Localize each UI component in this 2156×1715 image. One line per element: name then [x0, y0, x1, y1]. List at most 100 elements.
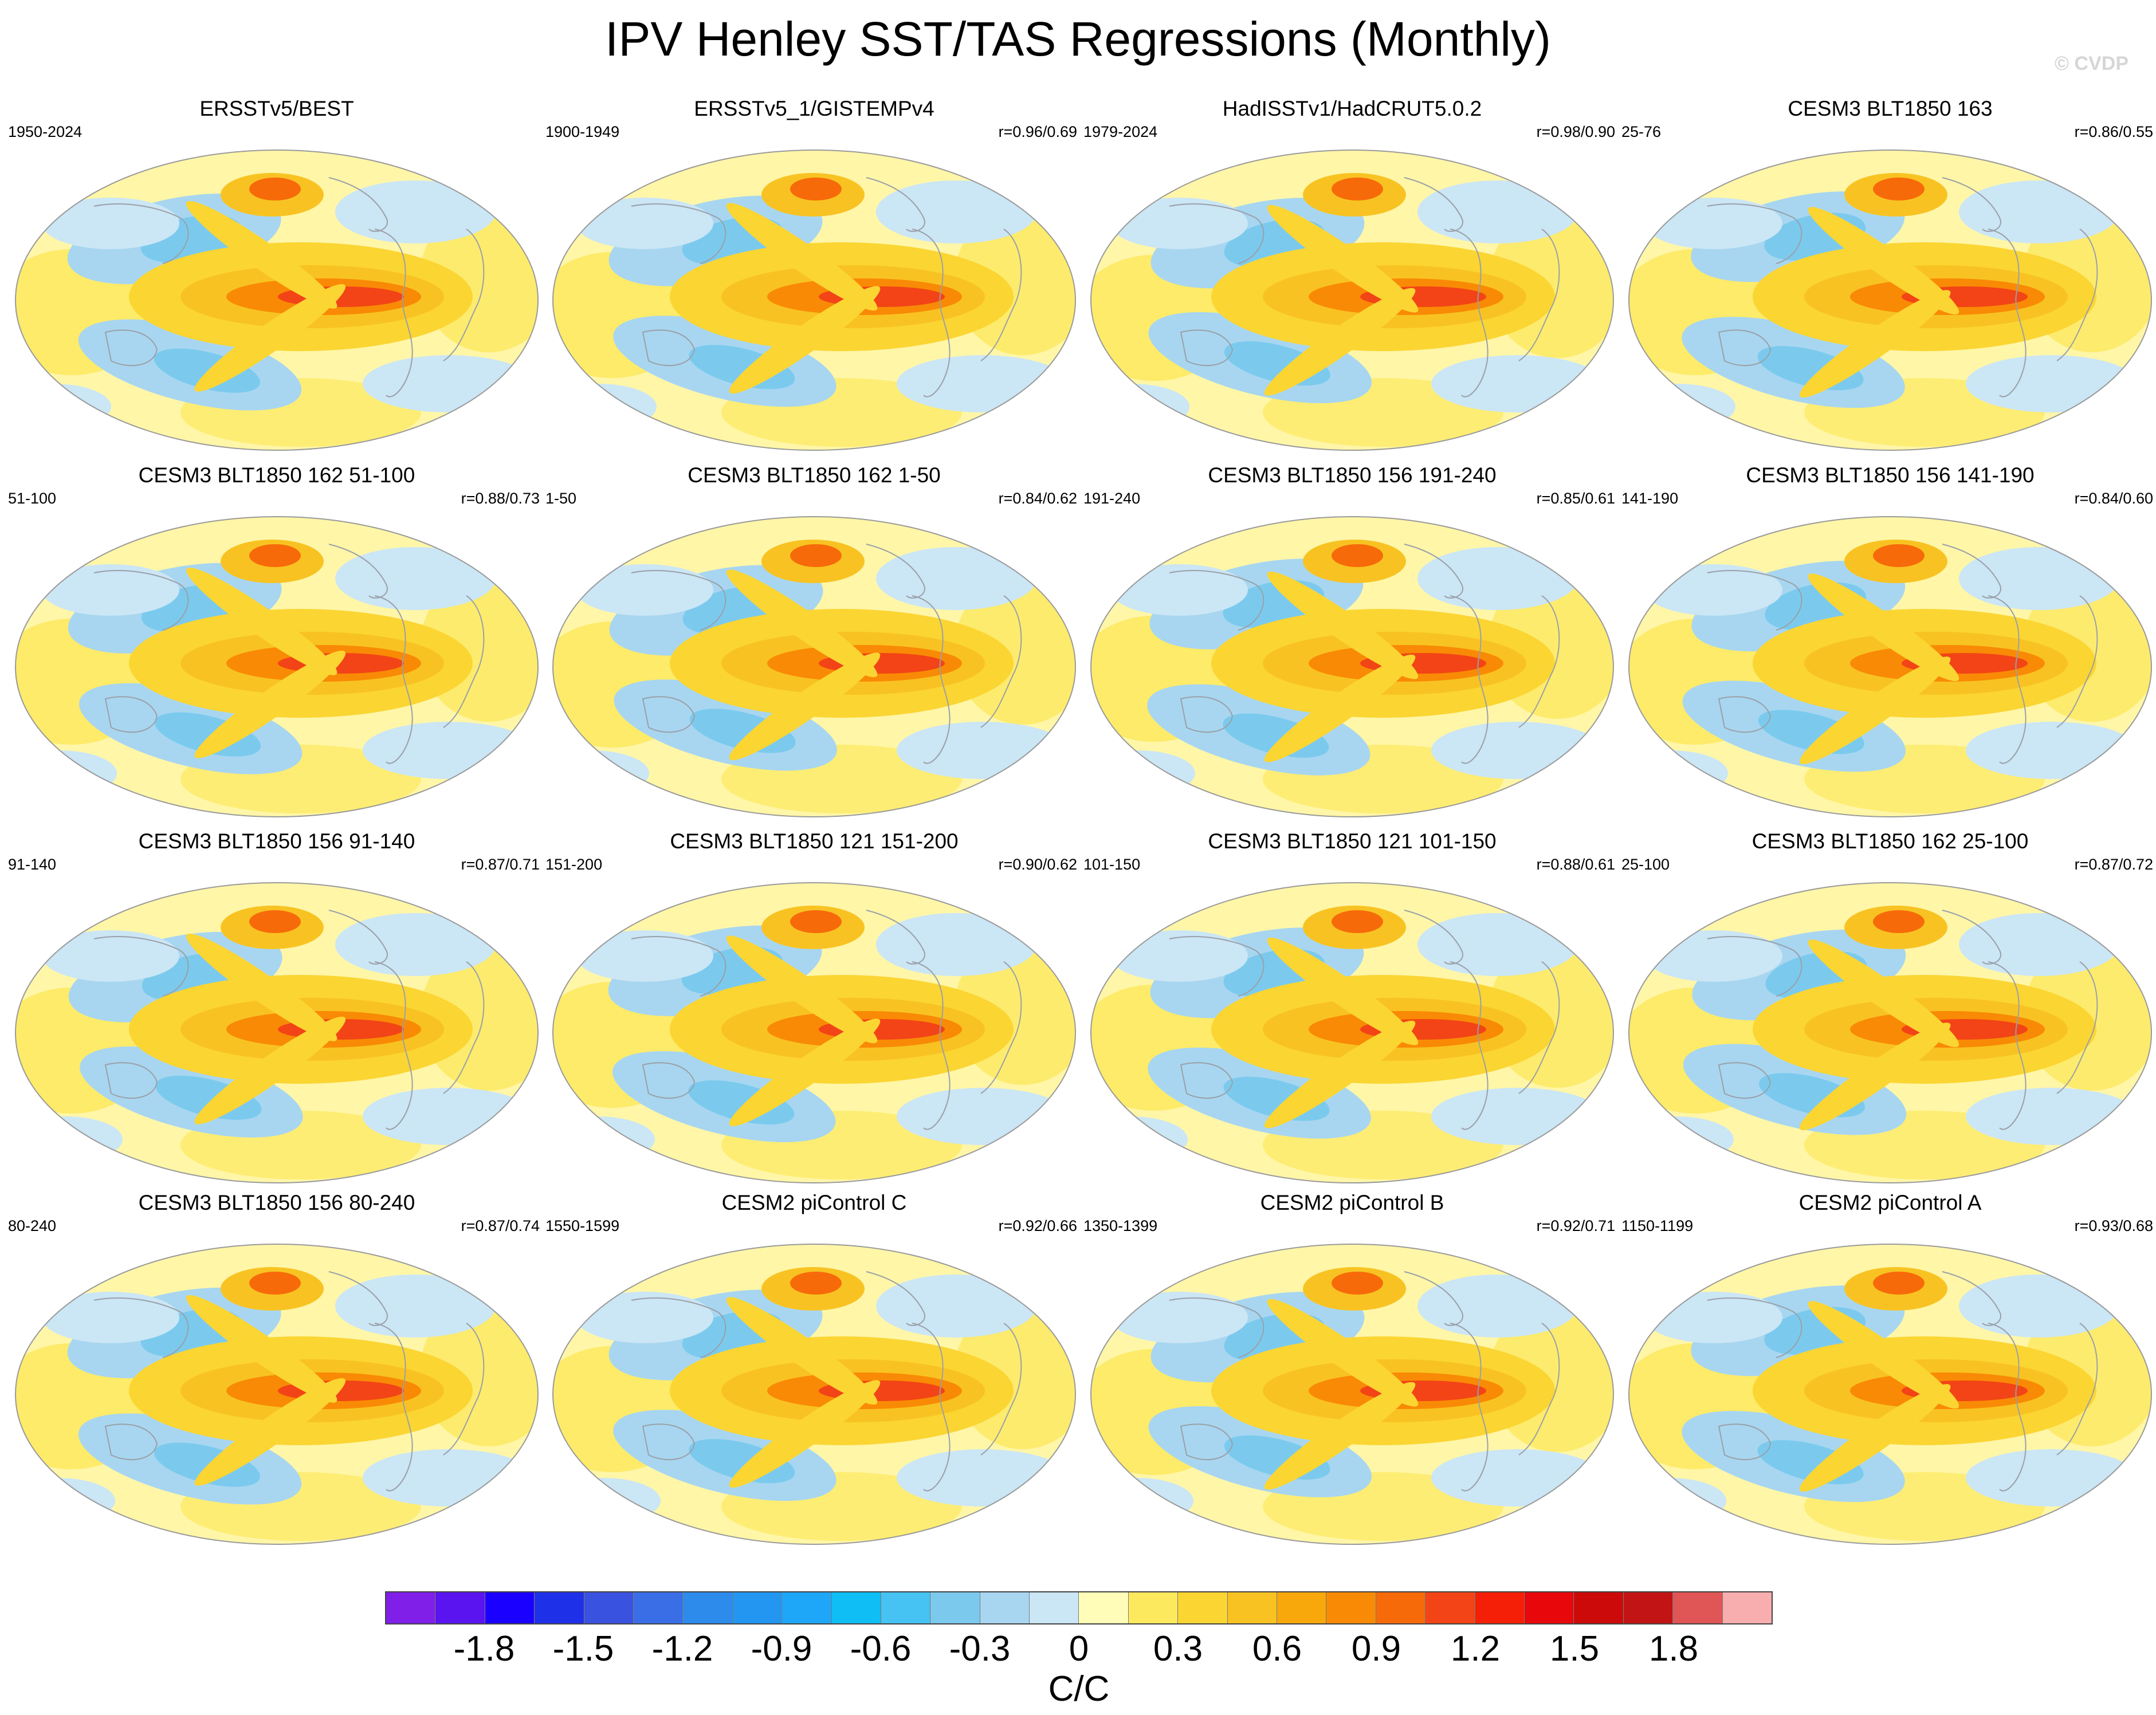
- panel-title: CESM2 piControl A: [1798, 1191, 1982, 1214]
- colorbar-swatch: [1475, 1592, 1525, 1623]
- map-panel: CESM2 piControl A 1150-1199 r=0.93/0.68: [1621, 1190, 2156, 1551]
- panel-correlation: r=0.96/0.69: [998, 123, 1077, 140]
- colorbar-swatch: [1722, 1592, 1772, 1623]
- panel-correlation: r=0.87/0.72: [2074, 856, 2153, 873]
- panel-years: 1350-1399: [1083, 1217, 1158, 1234]
- panel-correlation: r=0.84/0.60: [2074, 490, 2153, 507]
- panel-correlation: r=0.98/0.90: [1536, 123, 1615, 140]
- regression-map: [1090, 150, 1614, 451]
- colorbar-swatch: [485, 1592, 535, 1623]
- panel-title: CESM3 BLT1850 156 91-140: [138, 829, 415, 853]
- map-panel: HadISSTv1/HadCRUT5.0.2 1979-2024 r=0.98/…: [1083, 96, 1621, 457]
- map-panel: CESM2 piControl C 1550-1599 r=0.92/0.66: [545, 1190, 1083, 1551]
- panel-title: CESM3 BLT1850 121 151-200: [670, 829, 959, 853]
- colorbar-swatch: [683, 1592, 733, 1623]
- panel-title: HadISSTv1/HadCRUT5.0.2: [1222, 97, 1482, 120]
- colorbar-tick-label: -1.5: [552, 1629, 614, 1669]
- colorbar-swatch: [1623, 1592, 1674, 1623]
- panel-years: 25-76: [1621, 123, 1662, 140]
- map-panel: CESM3 BLT1850 162 1-50 1-50 r=0.84/0.62: [545, 463, 1083, 824]
- regression-map: [552, 516, 1076, 817]
- panel-years: 151-200: [545, 856, 603, 873]
- panel-correlation: r=0.84/0.62: [998, 490, 1077, 507]
- colorbar-swatch: [584, 1592, 634, 1623]
- panel-correlation: r=0.93/0.68: [2074, 1217, 2153, 1234]
- colorbar-swatch: [435, 1592, 485, 1623]
- colorbar-tick-label: 1.8: [1648, 1629, 1699, 1669]
- colorbar-tick-label: 0.9: [1351, 1629, 1401, 1669]
- panel-title: ERSSTv5/BEST: [199, 97, 354, 120]
- regression-map: [15, 882, 539, 1183]
- colorbar-swatch: [1376, 1592, 1426, 1623]
- regression-map: [552, 150, 1076, 451]
- colorbar-swatch: [633, 1592, 684, 1623]
- panel-years: 191-240: [1083, 490, 1141, 507]
- colorbar-swatch: [1277, 1592, 1327, 1623]
- colorbar-tick-label: 0: [1069, 1629, 1089, 1669]
- colorbar: -1.8 -1.5 -1.2 -0.9 -0.6 -0.3 0 0.3 0.6 0.9 1.2 1.5…: [385, 1591, 1773, 1712]
- colorbar-tick-label: 1.5: [1549, 1629, 1600, 1669]
- panel-correlation: r=0.88/0.61: [1536, 856, 1615, 873]
- panel-correlation: r=0.85/0.61: [1536, 490, 1615, 507]
- panel-title: CESM2 piControl C: [721, 1191, 907, 1214]
- panel-title: CESM2 piControl B: [1260, 1191, 1444, 1214]
- colorbar-swatch: [1673, 1592, 1723, 1623]
- panel-years: 101-150: [1083, 856, 1141, 873]
- map-panel: CESM3 BLT1850 156 191-240 191-240 r=0.85…: [1083, 463, 1621, 824]
- panel-years: 1550-1599: [545, 1217, 620, 1234]
- colorbar-swatch: [782, 1592, 832, 1623]
- regression-map: [1628, 1244, 2152, 1545]
- colorbar-swatches: [385, 1591, 1773, 1624]
- map-panel: CESM3 BLT1850 156 91-140 91-140 r=0.87/0…: [8, 829, 545, 1190]
- colorbar-swatch: [1030, 1592, 1079, 1623]
- panel-title: CESM3 BLT1850 162 51-100: [138, 463, 415, 487]
- colorbar-swatch: [1178, 1592, 1228, 1623]
- colorbar-swatch: [732, 1592, 783, 1623]
- regression-map: [15, 1244, 539, 1545]
- panel-title: CESM3 BLT1850 156 80-240: [138, 1191, 415, 1214]
- regression-map: [1628, 150, 2152, 451]
- map-panel: CESM3 BLT1850 162 51-100 51-100 r=0.88/0…: [8, 463, 545, 824]
- panel-correlation: r=0.86/0.55: [2074, 123, 2153, 140]
- panel-correlation: r=0.92/0.71: [1536, 1217, 1615, 1234]
- regression-map: [1628, 882, 2152, 1183]
- colorbar-swatch: [1524, 1592, 1574, 1623]
- colorbar-swatch: [881, 1592, 931, 1623]
- panel-correlation: r=0.88/0.73: [461, 490, 540, 507]
- colorbar-swatch: [1227, 1592, 1278, 1623]
- map-panel: ERSSTv5_1/GISTEMPv4 1900-1949 r=0.96/0.6…: [545, 96, 1083, 457]
- regression-map: [1090, 882, 1614, 1183]
- panel-years: 25-100: [1621, 856, 1670, 873]
- regression-map: [552, 1244, 1076, 1545]
- panel-title: ERSSTv5_1/GISTEMPv4: [694, 97, 934, 120]
- map-panel: CESM3 BLT1850 163 25-76 r=0.86/0.55: [1621, 96, 2156, 457]
- panel-correlation: r=0.87/0.74: [461, 1217, 540, 1234]
- map-panel: ERSSTv5/BEST 1950-2024: [8, 96, 545, 457]
- map-panel: CESM3 BLT1850 121 101-150 101-150 r=0.88…: [1083, 829, 1621, 1190]
- colorbar-swatch: [980, 1592, 1030, 1623]
- map-panel: CESM3 BLT1850 121 151-200 151-200 r=0.90…: [545, 829, 1083, 1190]
- colorbar-tick-label: 0.6: [1252, 1629, 1302, 1669]
- colorbar-swatch: [1079, 1592, 1129, 1623]
- regression-map: [15, 150, 539, 451]
- regression-map: [1090, 516, 1614, 817]
- colorbar-tick-label: -0.6: [850, 1629, 912, 1669]
- colorbar-swatch: [1574, 1592, 1624, 1623]
- panel-correlation: r=0.90/0.62: [998, 856, 1077, 873]
- colorbar-tick-label: -0.9: [751, 1629, 812, 1669]
- colorbar-units: C/C: [1048, 1669, 1110, 1709]
- panel-years: 141-190: [1621, 490, 1679, 507]
- colorbar-tick-label: -0.3: [949, 1629, 1011, 1669]
- colorbar-tick-label: 1.2: [1450, 1629, 1501, 1669]
- panel-years: 80-240: [8, 1217, 57, 1234]
- colorbar-tick-label: -1.2: [651, 1629, 713, 1669]
- colorbar-swatch: [535, 1592, 584, 1623]
- panel-title: CESM3 BLT1850 162 25-100: [1751, 829, 2029, 853]
- colorbar-tick-label: 0.3: [1153, 1629, 1203, 1669]
- colorbar-swatch: [1425, 1592, 1475, 1623]
- figure-title: IPV Henley SST/TAS Regressions (Monthly): [604, 12, 1551, 66]
- map-panel: CESM3 BLT1850 156 141-190 141-190 r=0.84…: [1621, 463, 2156, 824]
- panel-title: CESM3 BLT1850 156 141-190: [1746, 463, 2035, 487]
- panel-years: 91-140: [8, 856, 57, 873]
- panel-title: CESM3 BLT1850 163: [1788, 97, 1993, 120]
